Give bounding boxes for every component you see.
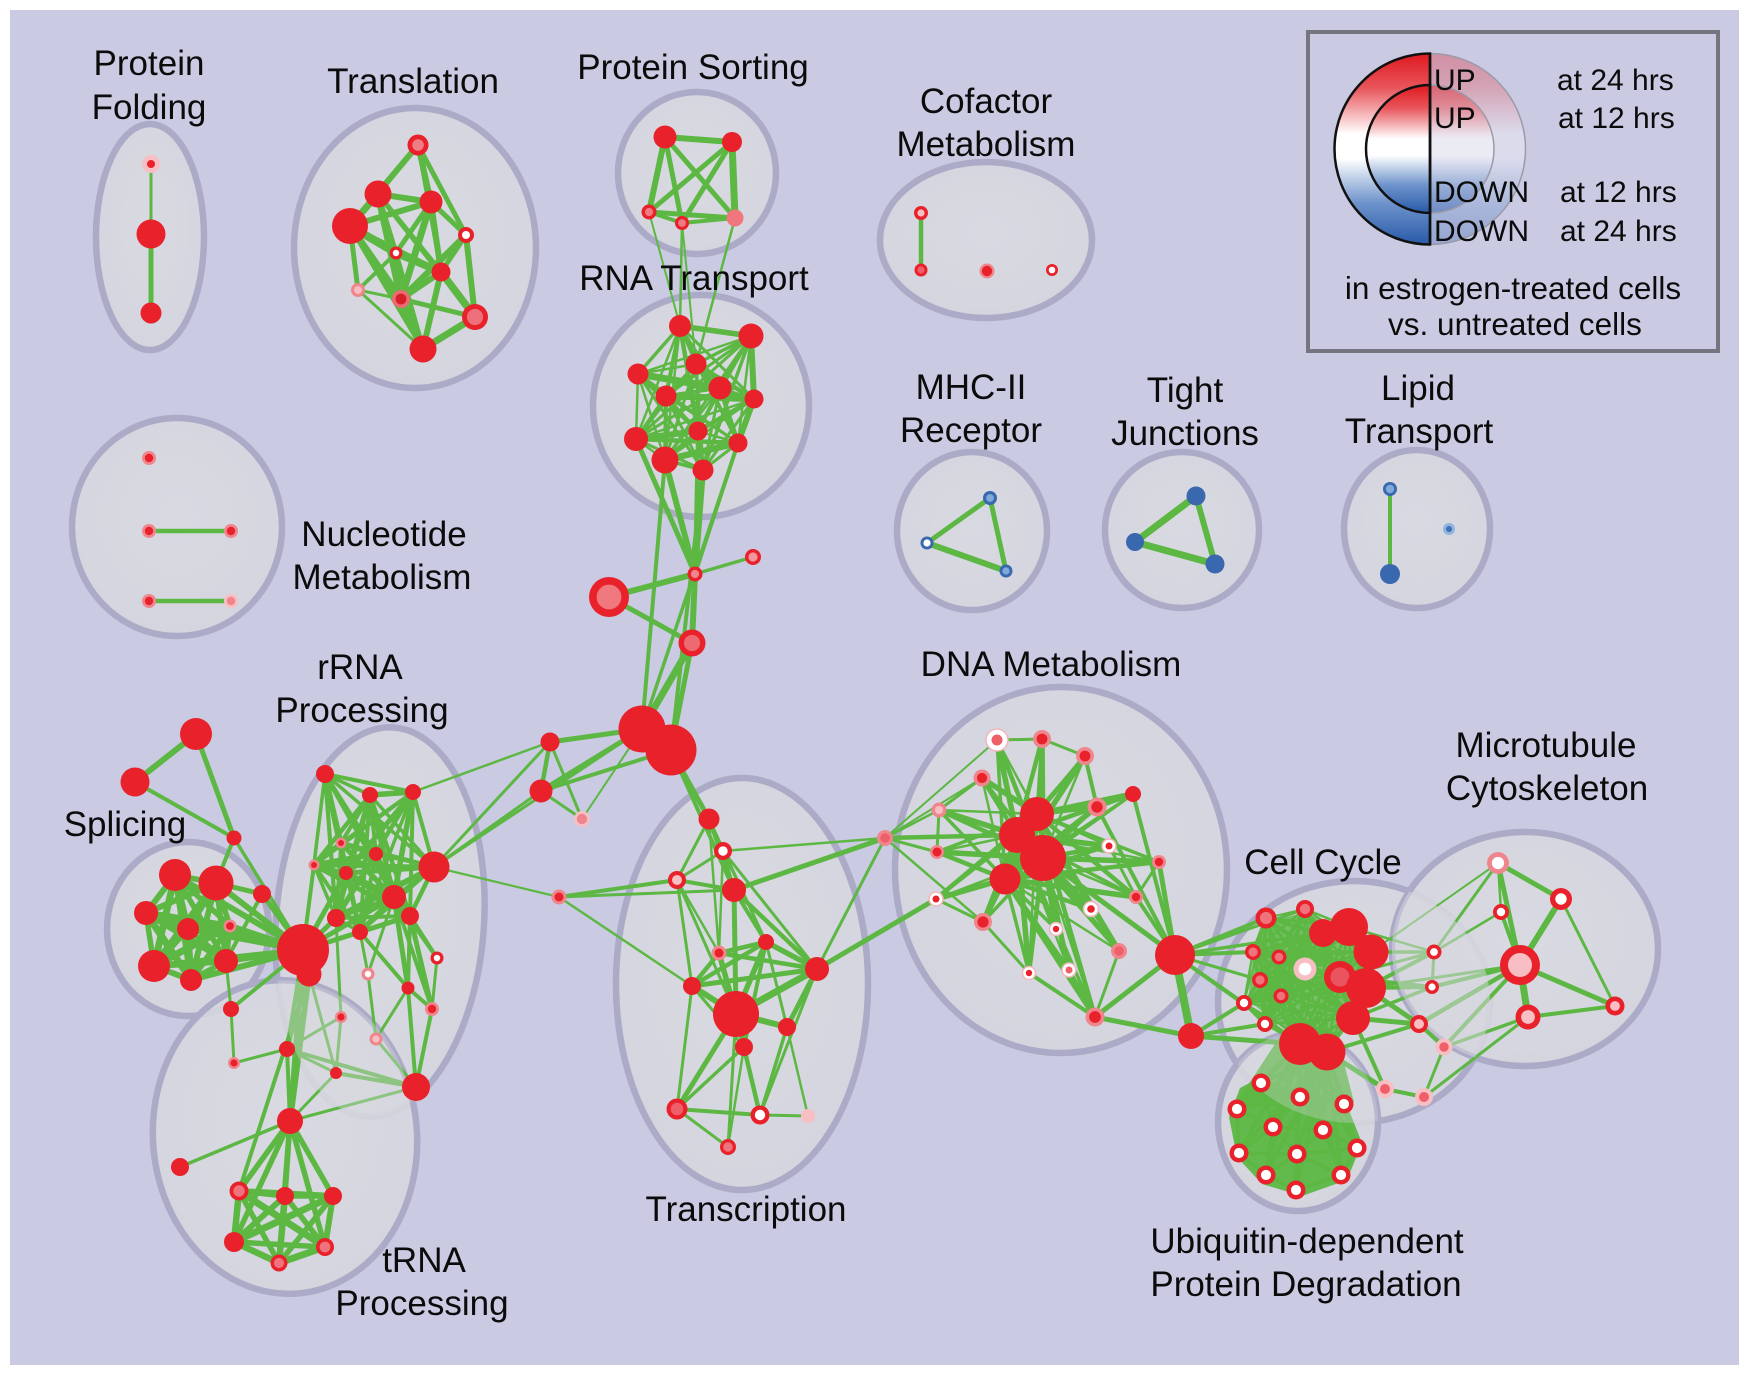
svg-text:at 12 hrs: at 12 hrs	[1560, 176, 1677, 209]
svg-text:Splicing: Splicing	[64, 805, 187, 844]
svg-text:Lipid: Lipid	[1381, 369, 1455, 408]
svg-text:in estrogen-treated cells: in estrogen-treated cells	[1345, 270, 1681, 306]
svg-text:Protein Degradation: Protein Degradation	[1150, 1265, 1461, 1304]
svg-text:Nucleotide: Nucleotide	[301, 515, 466, 554]
svg-text:DOWN: DOWN	[1434, 176, 1529, 209]
svg-text:rRNA: rRNA	[317, 648, 403, 687]
svg-text:Transport: Transport	[1345, 412, 1494, 451]
svg-text:Protein: Protein	[94, 44, 205, 83]
svg-text:tRNA: tRNA	[382, 1241, 466, 1280]
svg-text:DNA Metabolism: DNA Metabolism	[921, 645, 1182, 684]
svg-text:Ubiquitin-dependent: Ubiquitin-dependent	[1150, 1222, 1464, 1261]
svg-text:Metabolism: Metabolism	[293, 558, 472, 597]
svg-text:Transcription: Transcription	[646, 1190, 847, 1229]
svg-text:RNA Transport: RNA Transport	[579, 259, 809, 298]
svg-text:vs. untreated cells: vs. untreated cells	[1388, 306, 1642, 342]
svg-text:Junctions: Junctions	[1111, 414, 1259, 453]
svg-text:MHC-II: MHC-II	[916, 368, 1027, 407]
svg-text:UP: UP	[1434, 102, 1476, 135]
svg-text:at 12 hrs: at 12 hrs	[1558, 102, 1675, 135]
svg-text:Tight: Tight	[1147, 371, 1224, 410]
svg-text:Receptor: Receptor	[900, 411, 1042, 450]
svg-text:Protein Sorting: Protein Sorting	[577, 48, 809, 87]
svg-text:at 24 hrs: at 24 hrs	[1557, 64, 1674, 97]
svg-text:Processing: Processing	[335, 1284, 508, 1323]
svg-text:Cytoskeleton: Cytoskeleton	[1446, 769, 1648, 808]
svg-text:DOWN: DOWN	[1434, 215, 1529, 248]
svg-text:Translation: Translation	[327, 62, 499, 101]
svg-text:Cofactor: Cofactor	[920, 82, 1053, 121]
svg-text:Cell Cycle: Cell Cycle	[1244, 843, 1402, 882]
svg-text:Folding: Folding	[92, 88, 207, 127]
svg-text:Microtubule: Microtubule	[1456, 726, 1637, 765]
svg-text:Processing: Processing	[275, 691, 448, 730]
svg-text:Metabolism: Metabolism	[897, 125, 1076, 164]
svg-text:UP: UP	[1434, 64, 1476, 97]
svg-text:at 24 hrs: at 24 hrs	[1560, 215, 1677, 248]
